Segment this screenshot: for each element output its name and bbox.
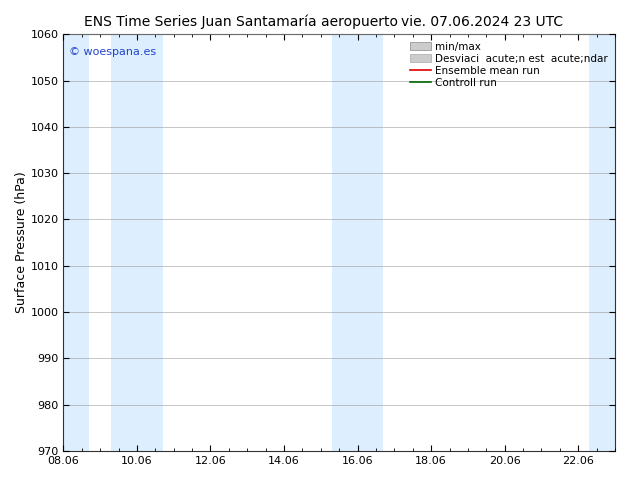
Y-axis label: Surface Pressure (hPa): Surface Pressure (hPa)	[15, 172, 28, 314]
Bar	[332, 34, 384, 451]
Bar	[111, 34, 163, 451]
Bar	[589, 34, 615, 451]
Bar	[63, 34, 89, 451]
Legend: min/max, Desviaci  acute;n est  acute;ndar, Ensemble mean run, Controll run: min/max, Desviaci acute;n est acute;ndar…	[408, 40, 610, 90]
Text: © woespana.es: © woespana.es	[69, 47, 156, 57]
Text: vie. 07.06.2024 23 UTC: vie. 07.06.2024 23 UTC	[401, 15, 563, 29]
Text: ENS Time Series Juan Santamaría aeropuerto: ENS Time Series Juan Santamaría aeropuer…	[84, 15, 398, 29]
